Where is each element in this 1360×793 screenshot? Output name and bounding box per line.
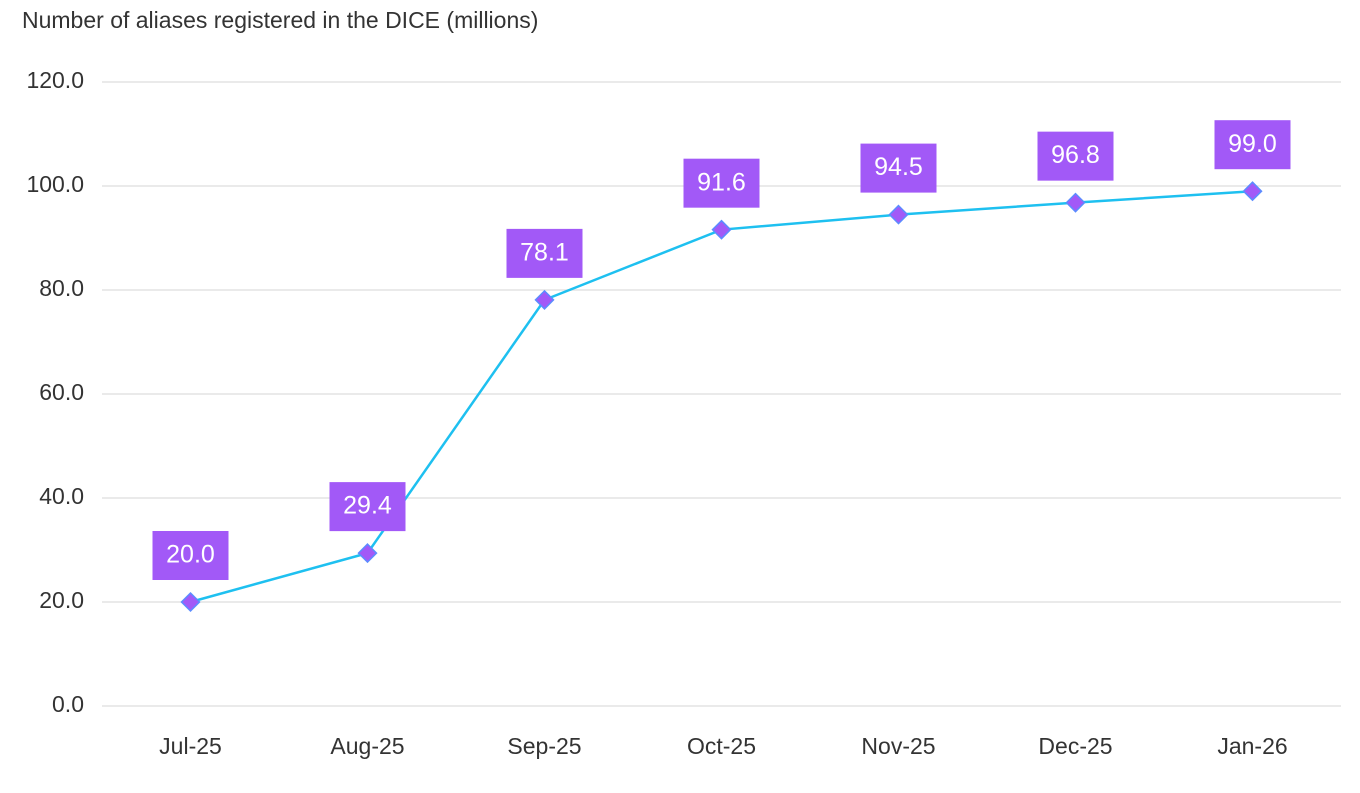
y-tick-label: 0.0: [52, 691, 84, 717]
x-tick-label: Sep-25: [507, 733, 581, 759]
x-tick-label: Jan-26: [1217, 733, 1287, 759]
value-label: 91.6: [697, 168, 746, 196]
chart-title: Number of aliases registered in the DICE…: [22, 7, 538, 33]
value-label: 29.4: [343, 492, 392, 520]
y-tick-label: 120.0: [26, 67, 84, 93]
y-tick-label: 60.0: [39, 379, 84, 405]
value-label-box: [152, 531, 229, 580]
value-label: 96.8: [1051, 141, 1100, 169]
value-label: 99.0: [1228, 130, 1277, 158]
y-tick-label: 20.0: [39, 587, 84, 613]
marker: [357, 543, 378, 564]
x-tick-label: Jul-25: [159, 733, 222, 759]
value-label-box: [683, 158, 760, 208]
marker: [888, 204, 909, 225]
y-tick-label: 40.0: [39, 483, 84, 509]
marker: [1065, 192, 1086, 213]
x-tick-label: Dec-25: [1038, 733, 1112, 759]
value-label: 94.5: [874, 153, 923, 181]
y-tick-label: 100.0: [26, 171, 84, 197]
value-label: 20.0: [166, 541, 215, 569]
line: [190, 189, 1253, 604]
value-label-box: [329, 482, 406, 532]
x-tick-label: Oct-25: [687, 733, 756, 759]
marker: [180, 591, 201, 613]
marker: [1242, 181, 1263, 202]
y-tick-label: 80.0: [39, 275, 84, 301]
marker: [534, 289, 555, 310]
value-label-box: [1037, 131, 1114, 181]
value-label-box: [506, 228, 583, 278]
marker: [711, 219, 732, 240]
value-label-box: [1214, 120, 1291, 170]
x-tick-label: Nov-25: [861, 733, 935, 759]
x-tick-label: Aug-25: [330, 733, 404, 759]
value-label-box: [860, 143, 937, 193]
value-label: 78.1: [520, 238, 569, 266]
